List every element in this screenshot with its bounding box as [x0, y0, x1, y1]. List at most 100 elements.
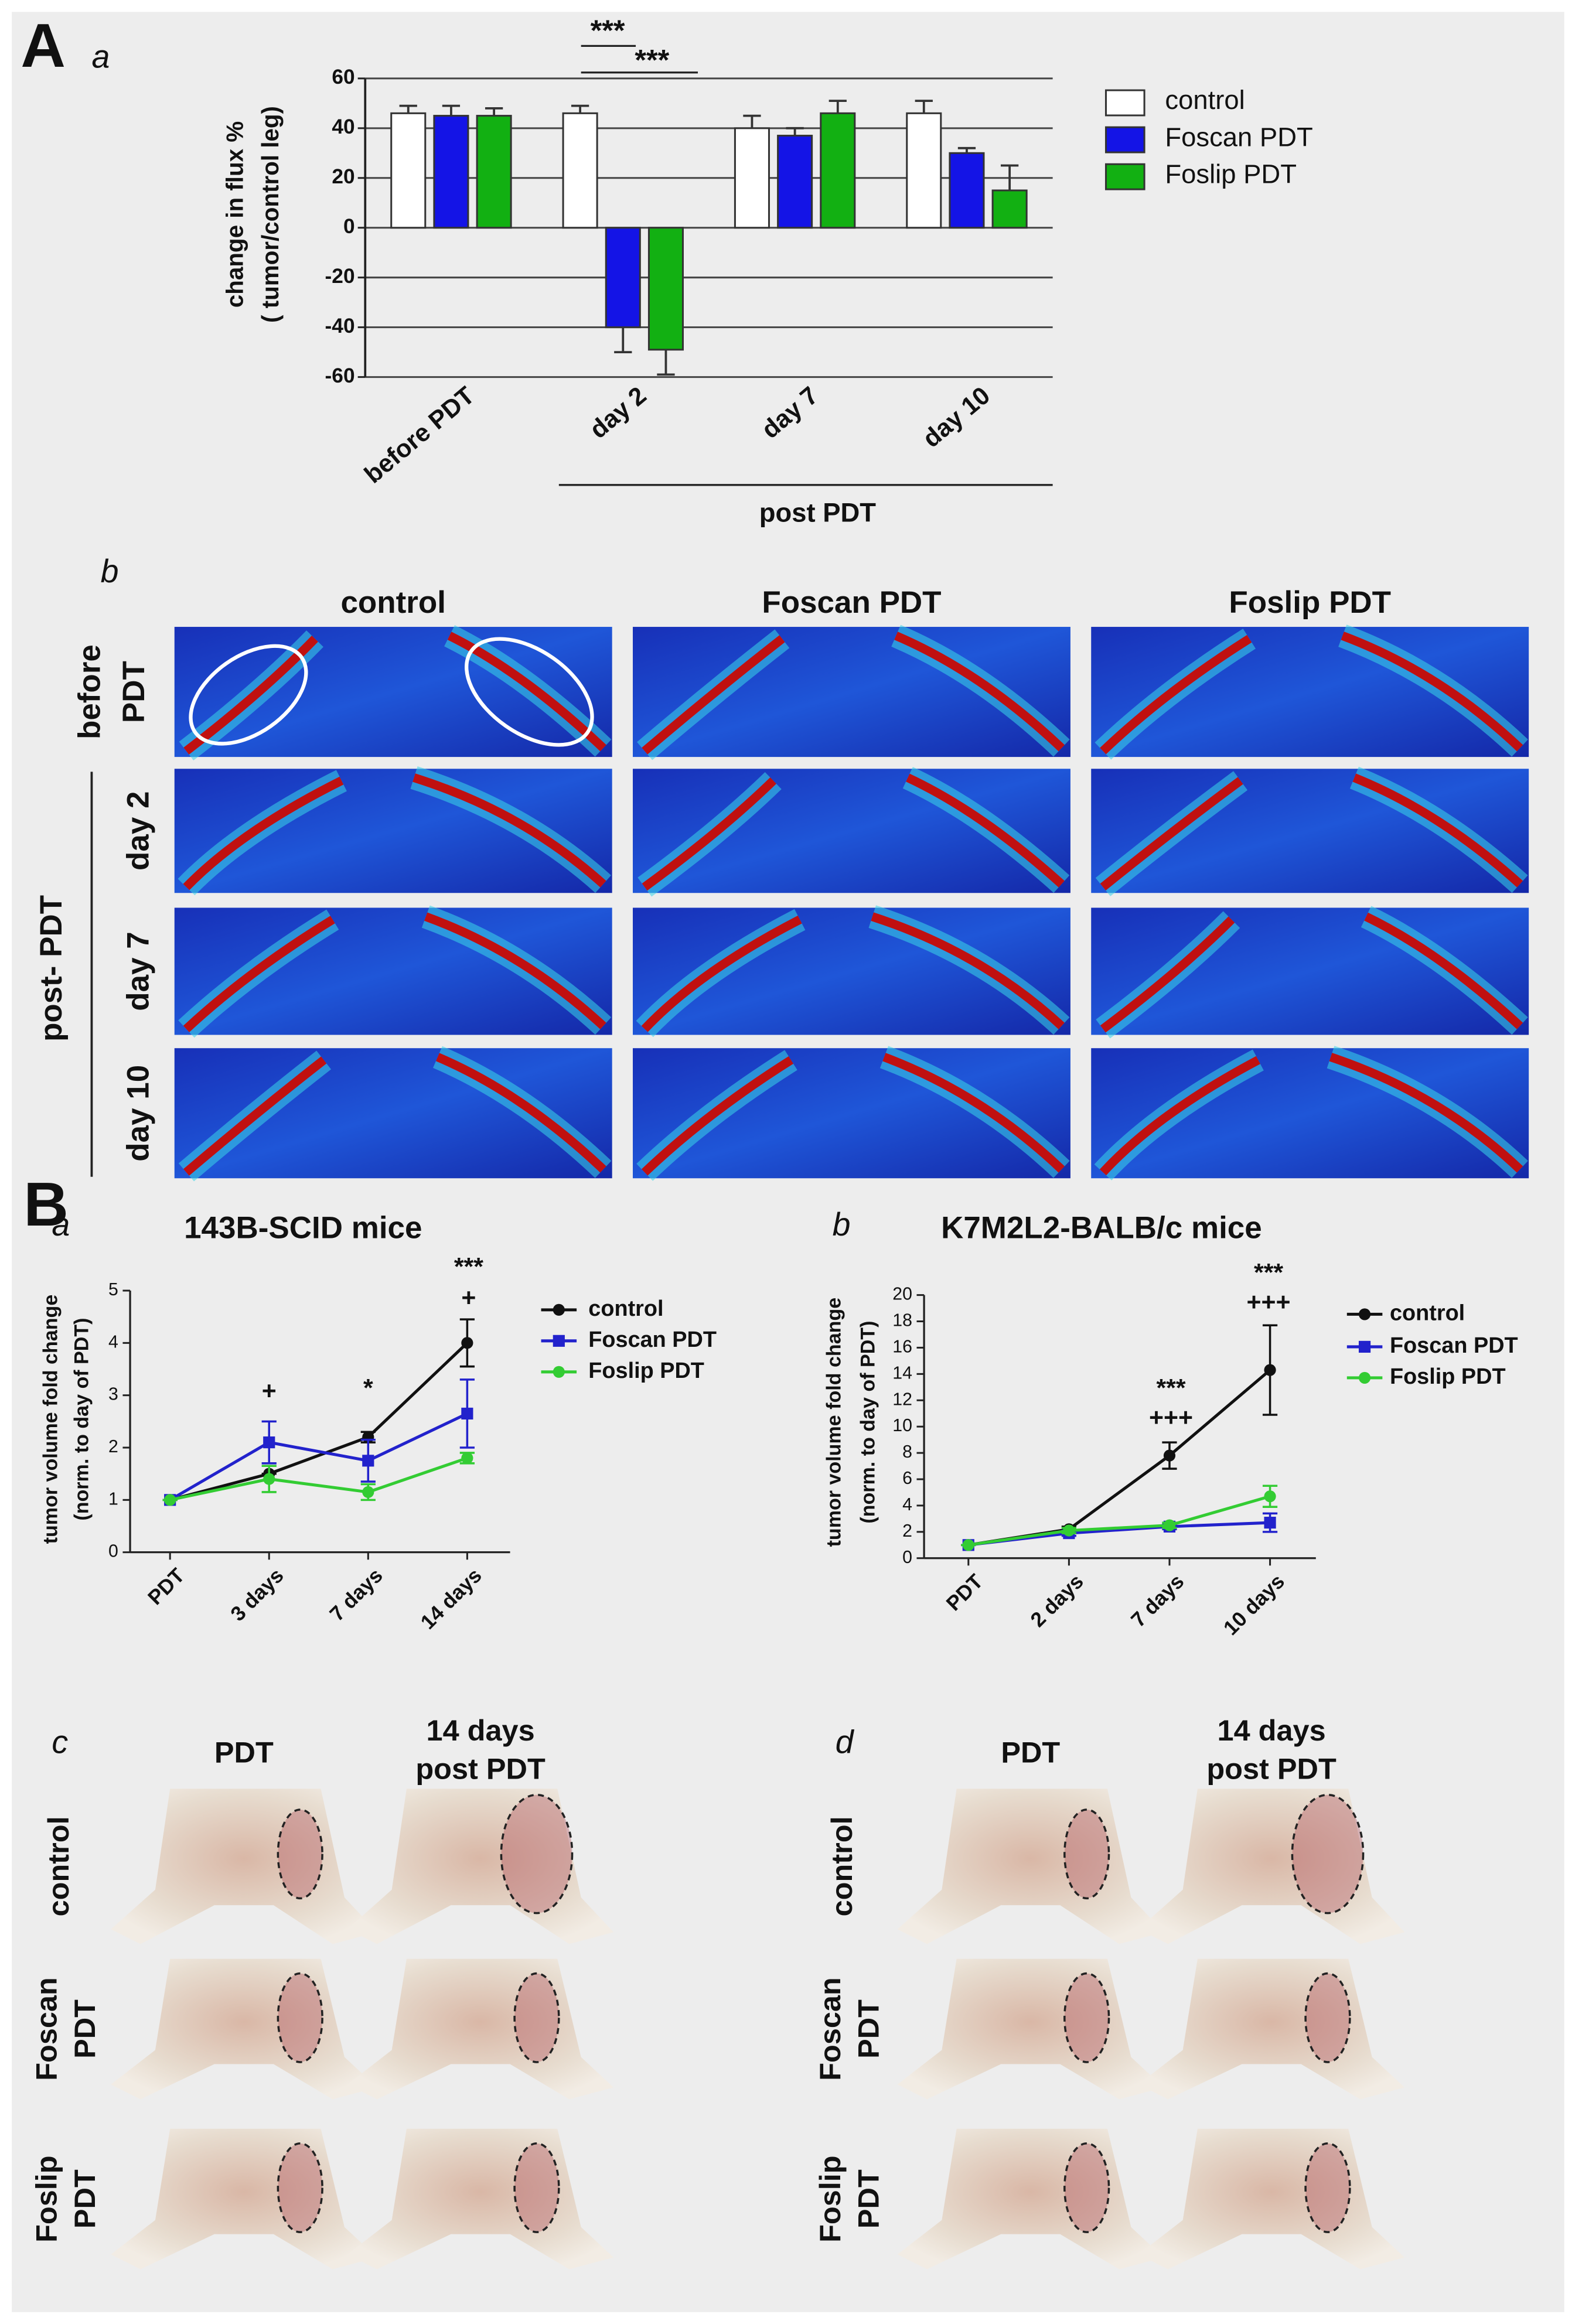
y-tick-label: 0	[902, 1548, 912, 1567]
mouse-photo	[111, 1789, 377, 1944]
chart-title: K7M2L2-BALB/c mice	[941, 1211, 1262, 1245]
tumor-outline	[277, 2142, 323, 2233]
figure-label: A	[21, 11, 66, 80]
bar	[734, 127, 770, 229]
mouse-photo	[347, 1958, 614, 2100]
heatmap-hot	[424, 912, 606, 1029]
y-tick-label: 40	[332, 115, 354, 138]
error-bar	[571, 104, 589, 114]
y-tick-label: 12	[892, 1390, 912, 1409]
column-label: 14 days	[1218, 1714, 1326, 1747]
point	[164, 1494, 176, 1506]
y-tick-label: 20	[332, 165, 354, 188]
panel-label: a	[52, 1206, 70, 1243]
bar	[906, 112, 942, 229]
mouse-photo	[1138, 2128, 1405, 2270]
heatmap-hot	[894, 632, 1065, 752]
legend-label: Foscan PDT	[1165, 122, 1312, 152]
panel-label: a	[91, 39, 110, 75]
row-group-label: post- PDT	[34, 895, 69, 1042]
row-label: day 7	[121, 931, 156, 1011]
row-label: before	[72, 644, 107, 739]
heatmap-hot	[435, 1053, 606, 1173]
annotation: ***	[1254, 1259, 1283, 1287]
tumor-outline	[1304, 1972, 1351, 2063]
column-label: PDT	[1001, 1736, 1060, 1769]
error-bar	[786, 127, 804, 136]
tumor-outline	[277, 1808, 323, 1900]
heatmap-hot	[183, 635, 318, 755]
heatmap-hot	[641, 915, 802, 1032]
row-label: control	[42, 1816, 75, 1916]
legend-marker	[553, 1366, 565, 1378]
legend-swatch	[1104, 163, 1145, 190]
heatmap-hot	[1364, 912, 1523, 1029]
row-label: control	[825, 1816, 858, 1916]
legend-label: Foscan PDT	[1390, 1333, 1518, 1358]
bar	[562, 112, 598, 229]
annotation: +++	[1246, 1288, 1290, 1316]
y-axis-label: change in flux %	[221, 121, 248, 308]
y-tick-label: -20	[325, 265, 355, 288]
annotation: ***	[454, 1253, 483, 1281]
point	[1163, 1519, 1176, 1531]
bar	[433, 115, 469, 229]
row-label: Foslip	[30, 2155, 63, 2243]
legend-label: Foslip PDT	[1165, 159, 1297, 189]
tumor-outline	[1291, 1793, 1365, 1915]
heatmap-hot	[641, 1056, 794, 1176]
column-label: post PDT	[1206, 1752, 1336, 1785]
roi-outline	[189, 644, 308, 746]
row-label: Foscan	[813, 1977, 847, 2081]
point	[263, 1473, 275, 1485]
legend-label: control	[588, 1296, 663, 1321]
annotation: +++	[1149, 1404, 1193, 1432]
y-tick-label: 1	[108, 1489, 118, 1509]
y-tick-label: -40	[325, 315, 355, 337]
y-tick-label: 0	[108, 1542, 118, 1561]
series-line	[169, 1342, 469, 1501]
series-line	[169, 1412, 468, 1501]
error-bar	[442, 104, 461, 116]
heatmap-hot	[412, 773, 606, 888]
column-label: control	[340, 585, 446, 620]
heatmap-hot	[1329, 1053, 1523, 1173]
point	[1063, 1524, 1075, 1537]
error-bar	[657, 349, 675, 376]
y-axis-label: (norm. to day of PDT)	[70, 1318, 93, 1521]
y-tick-label: 0	[343, 215, 355, 238]
y-tick-label: 2	[902, 1521, 912, 1541]
heatmap-hot	[882, 1053, 1065, 1173]
legend-swatch	[1104, 89, 1145, 117]
column-label: Foscan PDT	[762, 585, 941, 620]
point	[461, 1337, 473, 1349]
heatmap-hot	[447, 632, 606, 752]
legend-marker	[553, 1335, 565, 1347]
panel-label: d	[836, 1724, 855, 1760]
tumor-outline	[500, 1793, 574, 1915]
error-bar	[485, 107, 503, 116]
mouse-photo	[347, 1789, 614, 1944]
heatmap-hot	[1100, 916, 1235, 1033]
legend-marker	[1358, 1308, 1371, 1320]
point	[461, 1407, 473, 1420]
y-axis-label: ( tumor/control leg)	[257, 106, 284, 323]
mouse-photo	[347, 2128, 614, 2270]
point	[1163, 1449, 1176, 1462]
legend-label: Foscan PDT	[588, 1327, 717, 1352]
tumor-outline	[513, 2142, 560, 2233]
legend-label: control	[1390, 1301, 1465, 1325]
y-tick-label: 4	[902, 1495, 912, 1514]
error-bar	[1001, 164, 1019, 191]
tumor-outline	[513, 1972, 560, 2063]
tumor-outline	[1063, 2142, 1110, 2233]
legend-marker	[553, 1303, 565, 1316]
y-tick-label: -60	[325, 364, 355, 387]
y-tick-label: 8	[902, 1442, 912, 1462]
y-tick-label: 60	[332, 66, 354, 88]
group-label: post PDT	[759, 497, 877, 527]
heatmap-hot	[871, 912, 1065, 1029]
y-axis-label: tumor volume fold change	[823, 1298, 845, 1547]
annotation: *	[363, 1374, 373, 1402]
